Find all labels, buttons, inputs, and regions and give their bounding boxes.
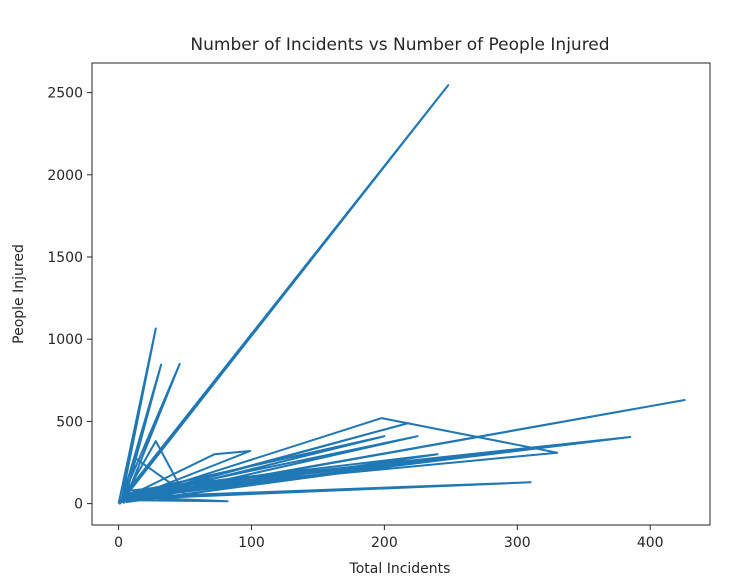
- x-tick-label: 400: [637, 535, 664, 551]
- y-tick-label: 0: [74, 497, 83, 513]
- x-axis-label: Total Incidents: [349, 561, 451, 577]
- y-axis: 0 500 1000 1500 2000 2500: [47, 86, 92, 513]
- plot-area: [117, 84, 686, 505]
- x-axis: 0 100 200 300 400: [114, 525, 664, 551]
- y-tick-label: 2500: [47, 86, 83, 102]
- x-tick-label: 0: [114, 535, 123, 551]
- plot-frame: [91, 62, 711, 526]
- y-tick-label: 500: [56, 414, 83, 430]
- x-tick-label: 200: [371, 535, 398, 551]
- series-line-0: [117, 84, 686, 505]
- y-tick-label: 2000: [47, 168, 83, 184]
- y-axis-label: People Injured: [11, 244, 27, 344]
- x-tick-label: 100: [238, 535, 265, 551]
- y-tick-label: 1000: [47, 332, 83, 348]
- y-tick-label: 1500: [47, 250, 83, 266]
- chart-title: Number of Incidents vs Number of People …: [190, 35, 609, 55]
- x-tick-label: 300: [504, 535, 531, 551]
